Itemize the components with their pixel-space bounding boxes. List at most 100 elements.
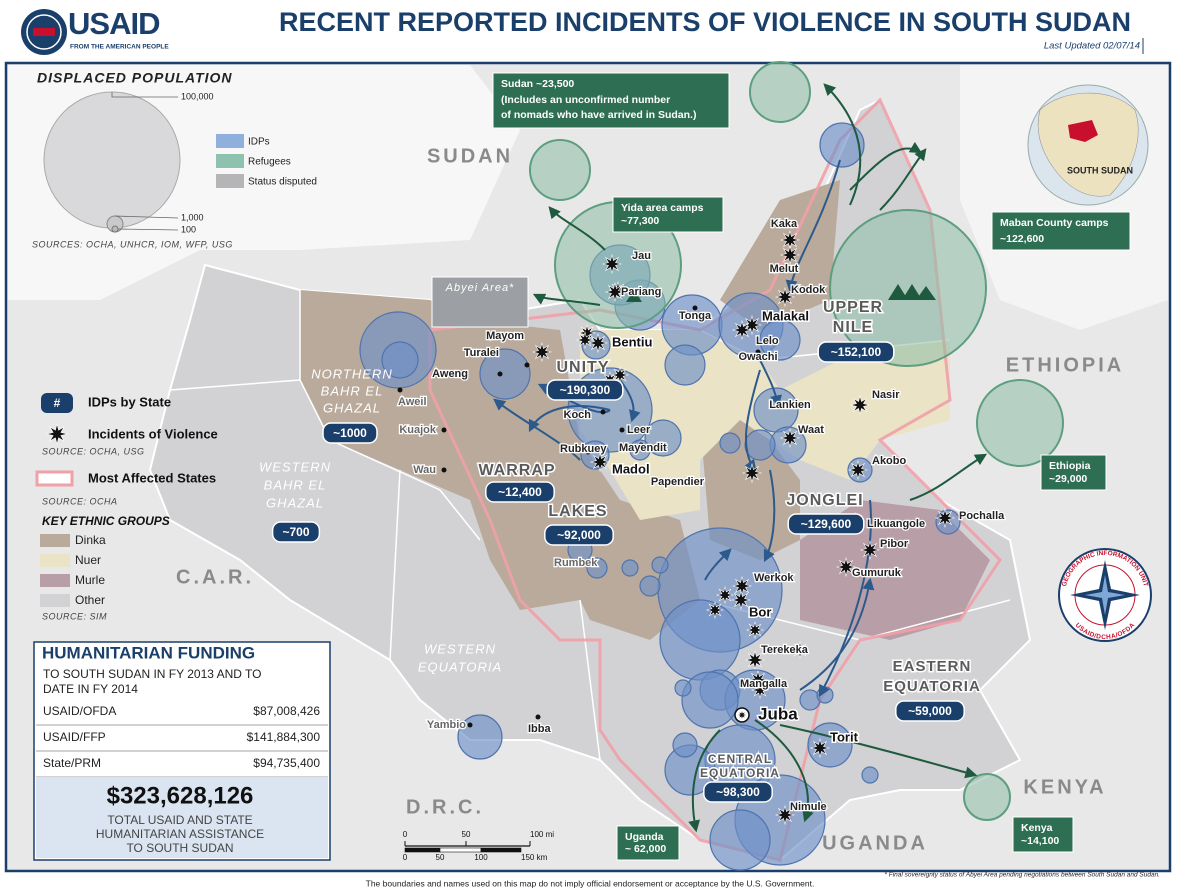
incident-marker <box>587 332 609 354</box>
idp-circle <box>816 686 834 704</box>
label: Pibor <box>880 538 909 550</box>
label: LAKES <box>548 503 607 520</box>
incident-marker <box>849 394 871 416</box>
label: ~77,300 <box>621 215 659 227</box>
label: Juba <box>758 704 798 723</box>
label: Murle <box>75 573 105 587</box>
incident-marker <box>589 451 611 473</box>
funding-total-panel <box>36 777 328 858</box>
label: ~122,600 <box>1000 233 1044 245</box>
label: Incidents of Violence <box>88 426 218 441</box>
label: WESTERN <box>424 641 496 656</box>
most-affected-outline <box>428 97 1002 862</box>
idp-circle <box>651 556 669 574</box>
label: KEY ETHNIC GROUPS <box>42 514 170 528</box>
label: ~1000 <box>333 426 367 440</box>
town-dot <box>600 409 606 415</box>
incident-marker <box>744 649 766 671</box>
idp-circle <box>381 341 419 379</box>
label: DISPLACED POPULATION <box>37 70 233 86</box>
incident-marker <box>779 427 801 449</box>
incident-marker <box>790 640 810 660</box>
label: Pochalla <box>959 510 1005 522</box>
label: TOTAL USAID AND STATE <box>107 813 252 827</box>
logo-seal-inner <box>26 14 62 50</box>
label: BAHR EL <box>264 477 327 492</box>
refugee-circle <box>749 61 811 123</box>
idp-value-box <box>703 781 773 803</box>
label: Torit <box>830 729 859 744</box>
label: WESTERN <box>259 459 331 474</box>
label: EQUATORIA <box>700 766 780 780</box>
label: 150 km <box>521 853 548 862</box>
label: SOUTH SUDAN <box>1067 165 1133 175</box>
label: ~ 62,000 <box>625 843 666 855</box>
incident-marker <box>747 669 769 691</box>
label: UGANDA <box>822 832 928 854</box>
label: SOURCE: OCHA, USG <box>42 446 145 456</box>
label: Maban County camps <box>1000 217 1109 229</box>
label: Likuangole <box>867 518 925 530</box>
label: ~29,000 <box>1049 473 1087 485</box>
incident-marker <box>847 459 869 481</box>
incident-marker <box>779 244 801 266</box>
ethnic-swatch <box>40 574 70 587</box>
label: Bentiu <box>612 334 653 349</box>
incident-marker <box>705 600 725 620</box>
movement-arrow <box>754 719 814 823</box>
emblem-compass-inner <box>1085 575 1125 615</box>
label: $323,628,126 <box>107 782 254 809</box>
scale-circle <box>43 91 181 229</box>
logo-stripe <box>33 28 55 36</box>
label: 100 <box>474 853 488 862</box>
idp-circle <box>586 557 608 579</box>
label: 0 <box>403 830 408 839</box>
label: Jau <box>632 250 651 262</box>
label: * Final sovereignty status of Abyei Area… <box>884 872 1160 879</box>
label: 50 <box>462 830 471 839</box>
label: Nimule <box>790 801 827 813</box>
label: Aweng <box>432 368 468 380</box>
label: TO SOUTH SUDAN <box>126 841 233 855</box>
town-dot <box>755 349 761 355</box>
movement-arrow <box>849 141 923 191</box>
camp-icon <box>626 290 642 302</box>
label: SOURCES: OCHA, UNHCR, IOM, WFP, USG <box>32 239 233 249</box>
refugee-callout <box>612 196 724 233</box>
abyei-area <box>431 276 529 328</box>
idp-circle <box>674 679 692 697</box>
label: WARRAP <box>478 462 555 479</box>
incident-marker <box>715 585 735 605</box>
state-boundary <box>579 599 601 761</box>
idp-circle <box>861 766 879 784</box>
label: Owachi <box>738 351 777 363</box>
scale-segment <box>439 847 482 853</box>
scale-leader <box>111 92 178 98</box>
incident-marker <box>731 319 753 341</box>
idp-circle <box>664 344 706 386</box>
movement-arrow <box>779 724 978 779</box>
movement-arrow <box>528 405 611 433</box>
movement-arrow <box>785 159 841 293</box>
label: EASTERN <box>893 658 972 675</box>
label: KENYA <box>1023 776 1106 798</box>
incident-marker <box>601 253 623 275</box>
label: Last Updated 02/07/14 <box>1044 41 1140 52</box>
legend-swatch <box>216 174 244 188</box>
movement-arrow <box>744 369 761 472</box>
label: HUMANITARIAN FUNDING <box>42 643 255 662</box>
idp-value-box <box>544 524 614 546</box>
movement-arrow <box>548 206 606 251</box>
label: Dinka <box>75 533 106 547</box>
idp-circle <box>709 809 771 871</box>
scale-leader <box>117 228 179 231</box>
idp-circle <box>621 559 639 577</box>
town-dot <box>638 442 644 448</box>
idp-circle <box>644 419 682 457</box>
label: Mayendit <box>619 442 667 454</box>
label: Other <box>75 593 105 607</box>
state-boundary <box>169 379 301 391</box>
label: Nuer <box>75 553 101 567</box>
label: State/PRM <box>43 756 101 770</box>
